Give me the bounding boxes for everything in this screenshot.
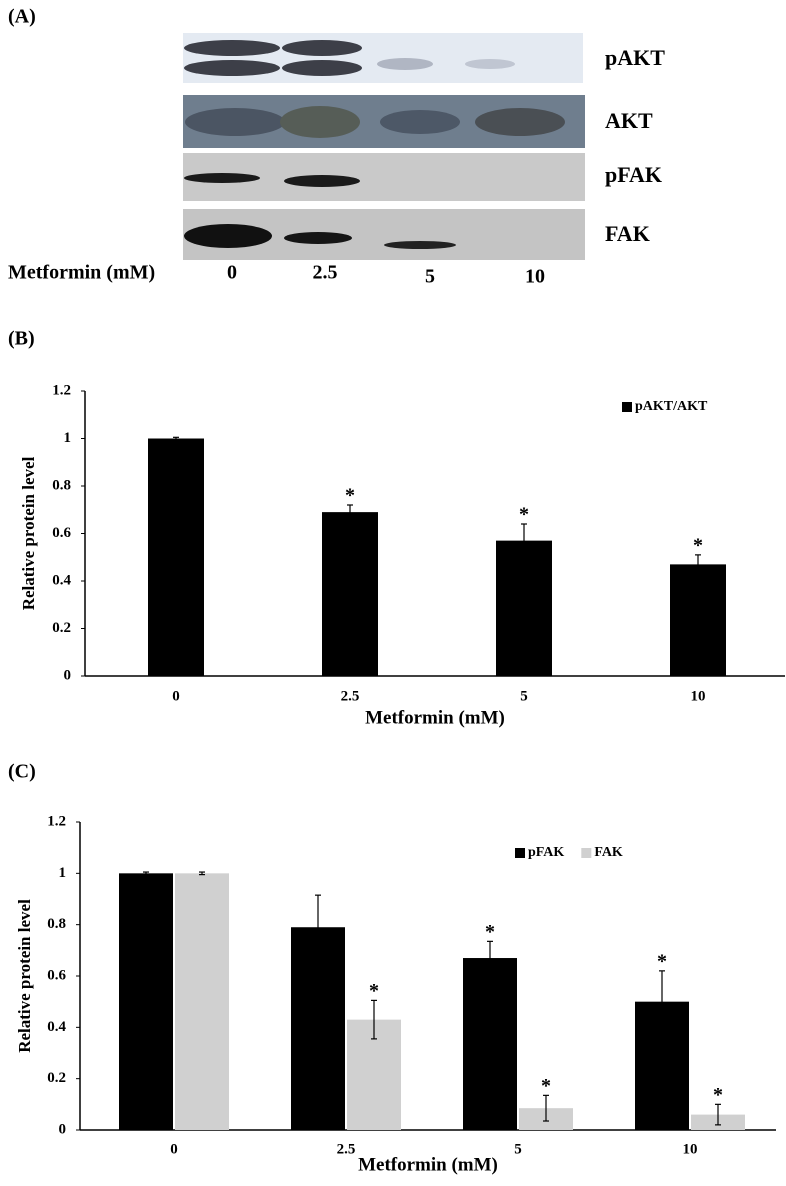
significance-marker: * <box>693 534 703 556</box>
blot <box>183 33 585 260</box>
row-label: AKT <box>605 108 653 133</box>
y-tick-label: 0.8 <box>52 477 71 493</box>
significance-marker: * <box>345 485 355 507</box>
y-tick-label: 0 <box>59 1121 67 1137</box>
y-tick-label: 0.6 <box>47 967 66 983</box>
panel-label: (B) <box>8 328 35 350</box>
band <box>377 58 433 70</box>
x-axis-label: Metformin (mM) <box>365 707 505 728</box>
bar <box>175 873 229 1130</box>
lane-label: 5 <box>425 266 435 288</box>
significance-marker: * <box>485 921 495 943</box>
band <box>184 224 272 248</box>
x-axis-label: Metformin (mM) <box>358 1154 498 1175</box>
x-tick-label: 0 <box>170 1141 178 1157</box>
bar <box>291 927 345 1130</box>
band <box>380 110 460 134</box>
panel-label: (A) <box>8 6 36 28</box>
band <box>184 60 280 76</box>
x-label: Metformin (mM) <box>8 262 155 284</box>
lane-label: 2.5 <box>313 262 338 284</box>
band <box>282 60 362 76</box>
band <box>465 59 515 69</box>
y-tick-label: 0.4 <box>52 572 71 588</box>
band <box>475 108 565 136</box>
band <box>184 40 280 56</box>
x-tick-label: 0 <box>172 688 180 704</box>
significance-marker: * <box>713 1084 723 1106</box>
bar <box>496 540 552 676</box>
bar <box>119 873 173 1130</box>
legend-swatch <box>581 848 592 858</box>
y-axis-label: Relative protein level <box>19 456 38 610</box>
bar <box>148 438 204 676</box>
bar <box>322 512 378 676</box>
band <box>280 106 360 138</box>
significance-marker: * <box>369 980 379 1002</box>
x-tick-label: 2.5 <box>337 1141 356 1157</box>
y-tick-label: 0.2 <box>52 620 71 636</box>
panel-label: (C) <box>8 761 36 783</box>
y-tick-label: 0.8 <box>47 916 66 932</box>
band <box>185 108 285 136</box>
row-label: pFAK <box>605 162 662 187</box>
band <box>184 173 260 183</box>
lane-label: 10 <box>525 266 545 288</box>
bar <box>463 958 517 1130</box>
significance-marker: * <box>541 1075 551 1097</box>
x-tick-label: 5 <box>514 1141 522 1157</box>
band <box>282 40 362 56</box>
legend-label: pAKT/AKT <box>635 399 708 414</box>
band <box>384 241 456 249</box>
y-tick-label: 1.2 <box>47 813 66 829</box>
legend-swatch <box>622 402 632 412</box>
x-tick-label: 2.5 <box>341 688 360 704</box>
y-tick-label: 0.6 <box>52 525 71 541</box>
legend-label: FAK <box>594 845 623 860</box>
y-tick-label: 1 <box>59 865 67 881</box>
significance-marker: * <box>657 950 667 972</box>
significance-marker: * <box>519 504 529 526</box>
lane-label: 0 <box>227 262 237 284</box>
band <box>284 232 352 244</box>
y-tick-label: 0 <box>64 667 72 683</box>
y-tick-label: 1.2 <box>52 382 71 398</box>
legend-swatch <box>515 848 525 858</box>
band <box>284 175 360 187</box>
y-tick-label: 0.2 <box>47 1070 66 1086</box>
bar <box>670 564 726 676</box>
legend-label: pFAK <box>528 845 564 860</box>
row-label: pAKT <box>605 45 665 70</box>
row-label: FAK <box>605 221 650 246</box>
y-tick-label: 0.4 <box>47 1019 66 1035</box>
y-axis-label: Relative protein level <box>15 899 34 1053</box>
x-tick-label: 10 <box>683 1141 698 1157</box>
y-tick-label: 1 <box>64 430 72 446</box>
x-tick-label: 5 <box>520 688 528 704</box>
x-tick-label: 10 <box>691 688 706 704</box>
